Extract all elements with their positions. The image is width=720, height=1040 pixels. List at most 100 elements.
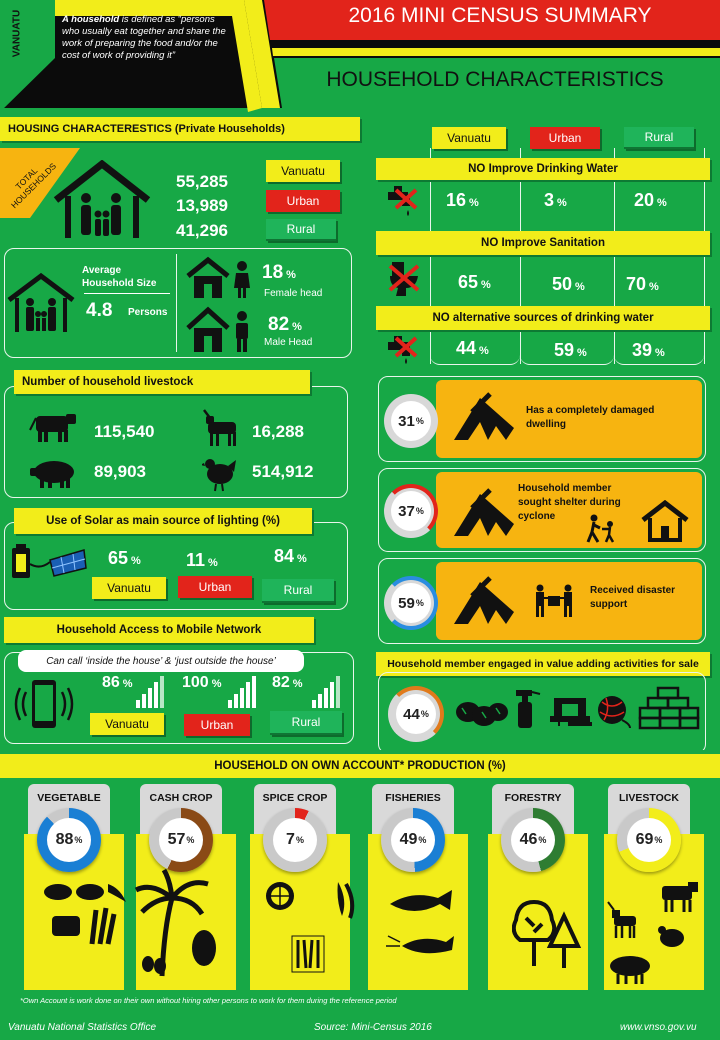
mobile-vanuatu-number: 86: [102, 674, 120, 691]
page-subtitle: HOUSEHOLD CHARACTERISTICS: [326, 68, 664, 91]
solar-vanuatu-number: 65: [108, 548, 129, 568]
production-ring: 88%: [37, 808, 101, 872]
value-adding-value: 44%: [396, 694, 436, 734]
production-footnote: *Own Account is work done on their own w…: [20, 996, 397, 1005]
female-head-house-icon: [186, 256, 250, 298]
country-tag: VANUATU: [4, 4, 26, 74]
bricks-stack-icon: [638, 686, 700, 730]
production-number: 46: [519, 831, 538, 848]
production-pct: %: [538, 835, 547, 845]
cow-value: 115,540: [94, 422, 155, 441]
male-head-pct: %: [292, 321, 302, 333]
shelter-value: 37%: [391, 491, 431, 531]
production-value: 49%: [391, 818, 435, 862]
avg-household-size-value: 4.8: [86, 300, 113, 321]
solar-vanuatu-label: Vanuatu: [92, 577, 166, 599]
drinking-water-title: NO Improve Drinking Water: [376, 158, 710, 180]
alt-water-urban-pct: %: [577, 347, 587, 359]
production-value: 57%: [159, 818, 203, 862]
production-number: 57: [167, 831, 186, 848]
household-size-box: [4, 248, 352, 358]
damaged-dwelling-pct: %: [415, 416, 424, 426]
cash-crop-icon: [134, 868, 216, 977]
alt-water-urban: 59%: [554, 340, 587, 361]
value-adding-pct: %: [420, 709, 429, 719]
alt-water-vanuatu: 44%: [456, 338, 489, 359]
production-value: 69%: [627, 818, 671, 862]
goat-value: 16,288: [252, 422, 304, 441]
col-base-1: [430, 355, 520, 365]
signal-bars-vanuatu-icon: [136, 676, 164, 708]
alt-water-vanuatu-pct: %: [479, 345, 489, 357]
mobile-rural-pct: %: [292, 678, 303, 690]
mobile-title: Household Access to Mobile Network: [4, 617, 314, 643]
drinking-water-vanuatu-pct: %: [469, 197, 479, 209]
drinking-water-rural-number: 20: [634, 190, 655, 210]
definition-bold: A household: [62, 14, 120, 25]
male-head-label: Male Head: [264, 337, 313, 348]
solar-urban-pct: %: [208, 557, 218, 569]
shelter-number: 37: [398, 502, 415, 520]
footer-office: Vanuatu National Statistics Office: [8, 1022, 157, 1033]
sanitation-urban-pct: %: [575, 281, 585, 293]
production-title: HOUSEHOLD ON OWN ACCOUNT* PRODUCTION (%): [0, 754, 720, 778]
definition-text: is defined as “persons who usually eat t…: [62, 14, 226, 61]
sanitation-title: NO Improve Sanitation: [376, 231, 710, 255]
fisheries-icon: [386, 890, 454, 954]
production-value: 88%: [47, 818, 91, 862]
shelter-text: Household member sought shelter during c…: [518, 483, 621, 522]
solar-rural-label: Rural: [262, 579, 334, 603]
spice-crop-icon: [266, 882, 355, 973]
production-number: 69: [635, 831, 654, 848]
production-pct: %: [418, 835, 427, 845]
disaster-support-box: [378, 558, 706, 644]
forestry-icon: [511, 899, 582, 968]
total-vanuatu-value: 55,285: [176, 172, 228, 191]
disaster-support-value: 59%: [391, 583, 431, 623]
production-ring: 69%: [617, 808, 681, 872]
signal-bars-rural-icon: [312, 676, 340, 708]
sewing-machine-icon: [550, 698, 592, 726]
mobile-phone-icon: [14, 680, 74, 728]
sanitation-rural-number: 70: [626, 274, 647, 294]
mobile-vanuatu-label: Vanuatu: [90, 713, 164, 735]
damaged-dwelling-ring: 31%: [384, 394, 438, 448]
family-house-icon: [53, 160, 151, 238]
total-vanuatu-label: Vanuatu: [266, 160, 340, 182]
alt-water-vanuatu-number: 44: [456, 338, 477, 358]
support-damaged-house-icon: [454, 576, 514, 624]
country-tag-text: VANUATU: [11, 9, 23, 58]
goat-icon: [203, 409, 236, 446]
alt-water-urban-number: 59: [554, 340, 575, 360]
mobile-urban-number: 100: [182, 674, 209, 691]
cow-icon: [29, 414, 76, 442]
aid-handover-icon: [536, 584, 572, 617]
pig-icon: [30, 461, 74, 488]
housing-divider: [176, 254, 177, 352]
solar-title: Use of Solar as main source of lighting …: [14, 508, 312, 534]
avg-divider: [84, 293, 170, 294]
mobile-urban-label: Urban: [184, 714, 250, 736]
production-icon-wrap: [604, 880, 700, 995]
col-line-1: [430, 148, 431, 364]
sanitation-urban: 50%: [552, 274, 585, 295]
livestock-title: Number of household livestock: [14, 370, 310, 394]
bread-icon: [456, 702, 508, 726]
production-pct: %: [74, 835, 83, 845]
damaged-dwelling-text: Has a completely damaged dwelling: [526, 405, 655, 430]
footer-source: Source: Mini-Census 2016: [314, 1022, 432, 1033]
disaster-support-text: Received disaster support: [590, 585, 676, 610]
sanitation-vanuatu-number: 65: [458, 272, 479, 292]
production-icon-wrap: [40, 880, 130, 955]
solar-urban-number: 11: [186, 550, 206, 570]
shelter-box: [378, 468, 706, 552]
value-adding-ring: 44%: [388, 686, 444, 742]
col-base-2: [520, 355, 614, 365]
chicken-value: 514,912: [252, 462, 314, 481]
solar-urban-value: 11%: [186, 550, 218, 571]
sanitation-vanuatu: 65%: [458, 272, 491, 293]
production-ring: 7%: [263, 808, 327, 872]
damaged-dwelling-value: 31%: [391, 401, 431, 441]
household-definition: A household is defined as “persons who u…: [62, 14, 227, 62]
